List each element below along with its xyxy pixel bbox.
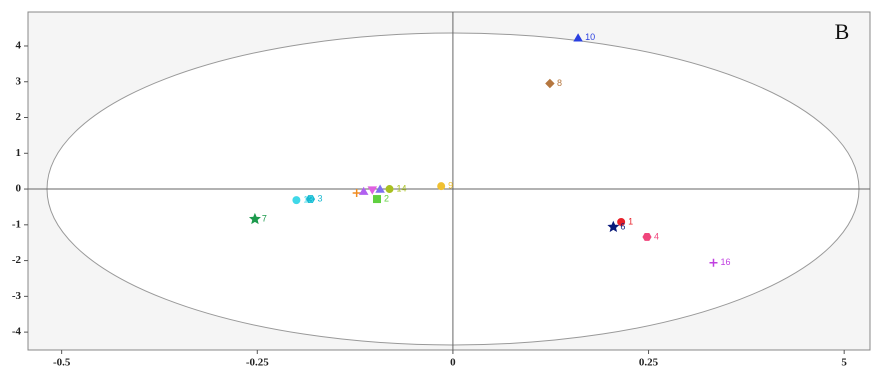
point — [305, 195, 316, 203]
x-tick-label: 5 — [841, 357, 847, 369]
y-tick-label: 0 — [16, 183, 22, 195]
point — [385, 185, 394, 194]
point-label: 3 — [317, 193, 322, 203]
point — [709, 258, 718, 267]
point — [248, 212, 261, 225]
point — [352, 188, 361, 197]
point-label: 6 — [620, 221, 625, 231]
point — [367, 186, 378, 195]
point-label: 10 — [585, 32, 595, 42]
point — [437, 182, 446, 191]
point-label: 4 — [654, 231, 659, 241]
x-tick-label: -0.5 — [53, 357, 71, 369]
point — [545, 78, 555, 89]
point-label: 9 — [448, 181, 453, 191]
point — [375, 184, 385, 193]
point-label: 7 — [262, 213, 267, 223]
y-tick-label: 1 — [16, 147, 22, 159]
point-label: 13 — [303, 195, 313, 205]
x-tick-label: -0.25 — [246, 357, 269, 369]
y-tick-label: -1 — [12, 218, 21, 230]
panel-label: B — [835, 19, 850, 44]
point-label: 1 — [628, 216, 633, 226]
point-label: 16 — [720, 257, 730, 267]
point-label: 2 — [384, 193, 389, 203]
y-tick-label: -4 — [12, 326, 22, 338]
point — [292, 196, 301, 205]
point — [573, 33, 583, 42]
point-label: 14 — [397, 183, 407, 193]
y-tick-label: -3 — [12, 290, 22, 302]
point — [607, 220, 620, 233]
y-tick-label: 2 — [16, 111, 22, 123]
y-tick-label: 3 — [16, 75, 22, 87]
x-tick-label: 0.25 — [639, 357, 659, 369]
x-tick-label: 0 — [450, 357, 456, 369]
point-label: 8 — [557, 78, 562, 88]
point — [617, 217, 626, 226]
point — [373, 195, 382, 204]
y-tick-label: 4 — [16, 40, 22, 52]
point — [358, 186, 369, 195]
point — [642, 233, 652, 241]
y-tick-label: -2 — [12, 254, 22, 266]
